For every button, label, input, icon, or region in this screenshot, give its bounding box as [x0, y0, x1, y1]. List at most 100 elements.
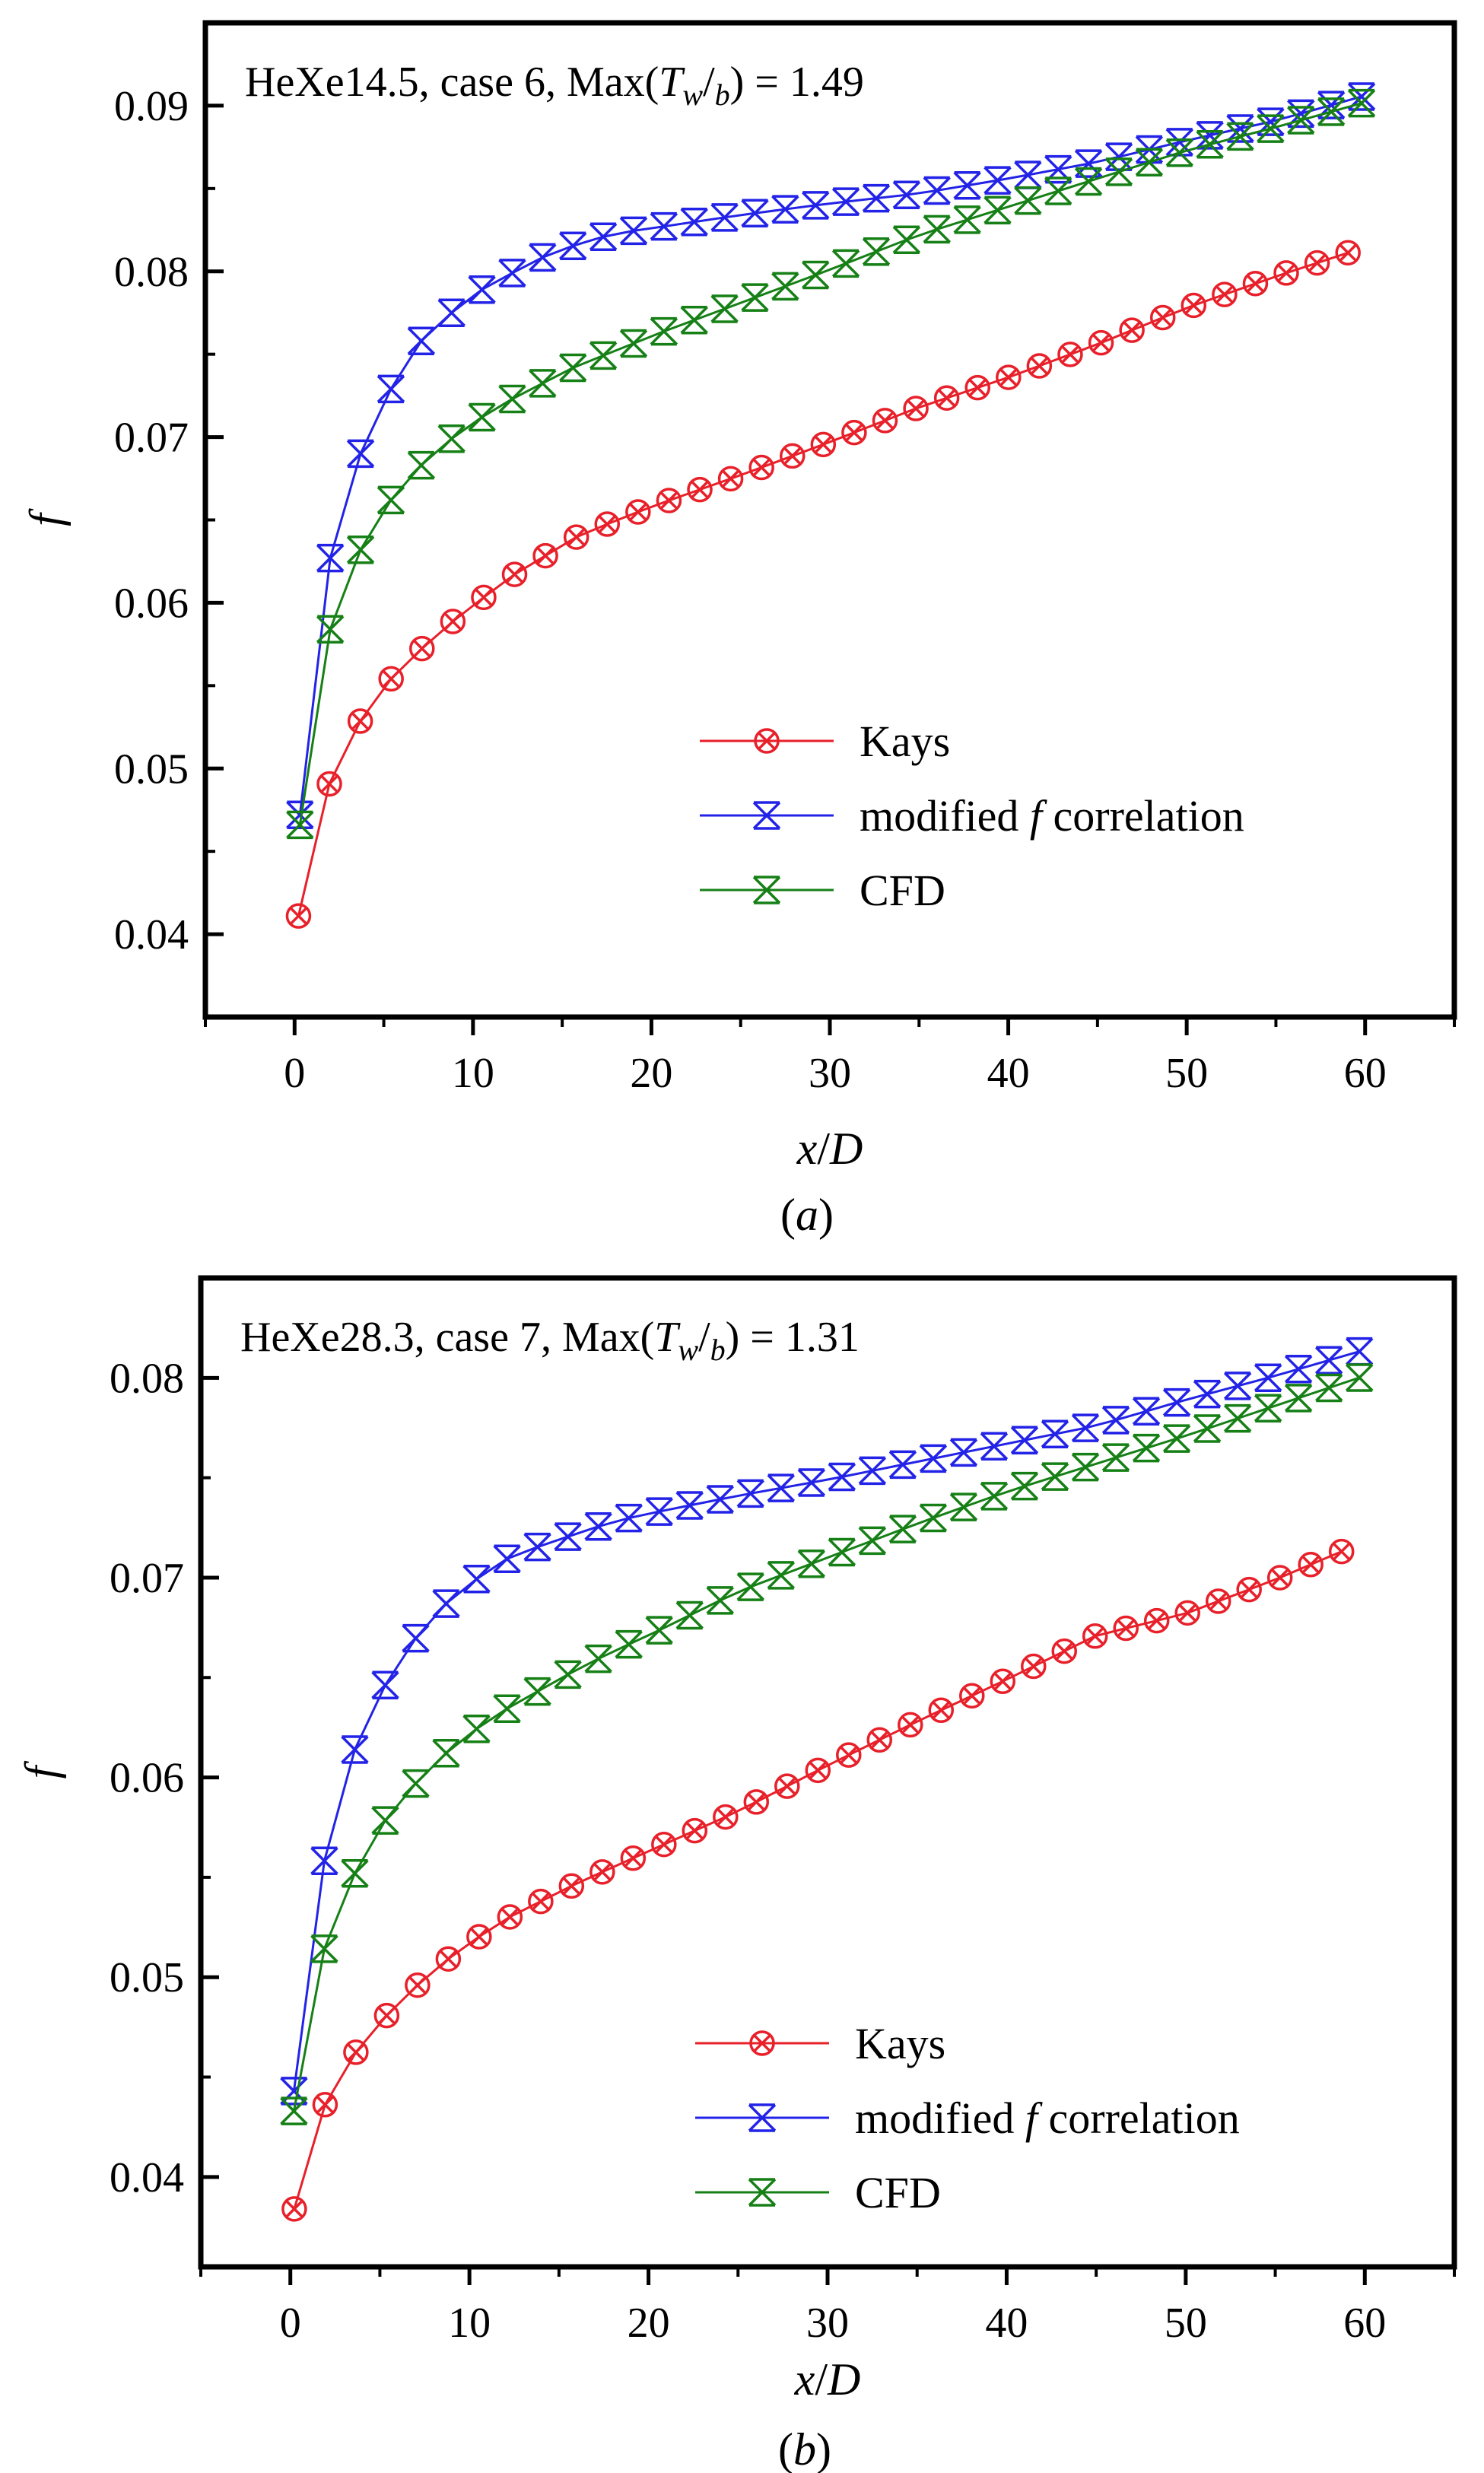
data-point	[805, 1757, 831, 1784]
y-tick-label: 0.07	[114, 415, 189, 462]
data-point	[1010, 1426, 1039, 1454]
data-point	[589, 341, 618, 370]
data-point	[1101, 1406, 1130, 1435]
data-point	[767, 1473, 796, 1502]
data-point	[620, 1845, 647, 1871]
data-point	[1044, 176, 1072, 205]
data-point	[501, 561, 528, 587]
data-point	[1223, 1403, 1252, 1433]
panel-caption-part: )	[818, 1190, 834, 1240]
chart-title-part: HeXe28.3, case 7, Max(	[240, 1314, 654, 1361]
data-point	[866, 1727, 893, 1753]
x-tick-label: 10	[448, 2300, 491, 2347]
x-axis-label-part: /	[817, 1124, 830, 1174]
series-cfd	[280, 1363, 1374, 2125]
y-tick-label: 0.08	[114, 249, 189, 296]
data-point	[651, 1831, 677, 1858]
data-point	[625, 499, 651, 525]
data-point	[706, 1485, 734, 1514]
data-point	[858, 1456, 887, 1486]
data-point	[310, 1846, 338, 1876]
data-point	[980, 1432, 1009, 1461]
data-point	[1165, 128, 1193, 157]
data-point	[996, 364, 1022, 390]
data-point	[280, 2077, 308, 2106]
panel-caption: (b)	[778, 2424, 831, 2473]
data-point	[1101, 1443, 1130, 1472]
data-point	[1132, 1397, 1161, 1426]
data-point	[1057, 342, 1083, 367]
data-point	[341, 1735, 369, 1764]
chart-title: HeXe28.3, case 7, Max(Tw/b) = 1.31	[240, 1314, 860, 1367]
series-line	[298, 102, 1362, 825]
data-point	[749, 2030, 775, 2056]
chart-title-part: w	[682, 78, 703, 112]
data-point	[498, 259, 526, 288]
data-point	[771, 195, 799, 224]
data-point	[1104, 157, 1133, 186]
data-point	[1071, 1452, 1100, 1482]
data-point	[1135, 148, 1164, 177]
x-tick-label: 30	[809, 1050, 851, 1097]
chart-title: HeXe14.5, case 6, Max(Tw/b) = 1.49	[245, 59, 864, 112]
data-point	[619, 216, 648, 246]
data-point	[1212, 281, 1238, 307]
y-tick-label: 0.05	[114, 745, 189, 793]
data-point	[1143, 1607, 1170, 1634]
series-line	[298, 95, 1362, 815]
data-point	[1335, 240, 1361, 266]
data-point	[471, 584, 497, 611]
data-point	[1304, 250, 1330, 276]
data-point	[836, 1742, 862, 1768]
x-axis-label-part: /	[815, 2354, 828, 2405]
data-point	[1254, 1394, 1282, 1422]
data-point	[675, 1600, 704, 1630]
legend-label: CFD	[855, 2168, 941, 2217]
data-point	[1196, 121, 1224, 150]
data-point	[959, 1683, 985, 1709]
data-point	[797, 1468, 826, 1497]
legend-label-part: modified	[855, 2093, 1025, 2143]
data-point	[1314, 1346, 1343, 1375]
data-point	[984, 166, 1012, 195]
data-point	[1287, 106, 1315, 135]
data-point	[774, 1773, 800, 1799]
data-point	[748, 2103, 777, 2132]
data-point	[680, 306, 708, 335]
y-tick-label: 0.09	[114, 83, 189, 130]
x-tick-label: 40	[987, 1050, 1030, 1097]
legend-label-part: modified	[860, 791, 1030, 841]
data-point	[872, 408, 898, 434]
data-point	[498, 384, 526, 414]
data-point	[615, 1503, 643, 1533]
y-tick-label: 0.04	[110, 2154, 184, 2201]
data-point	[1044, 154, 1072, 184]
series-cfd	[286, 88, 1376, 840]
legend-entry: CFD	[695, 2168, 941, 2217]
data-point	[402, 1623, 430, 1653]
data-point	[645, 1497, 673, 1526]
data-point	[468, 402, 496, 432]
data-point	[1014, 161, 1042, 189]
legend-label: CFD	[860, 866, 945, 915]
data-point	[1193, 1414, 1222, 1443]
data-point	[1074, 149, 1103, 178]
data-point	[675, 1491, 704, 1520]
data-point	[682, 1817, 708, 1844]
data-point	[1119, 317, 1145, 343]
x-tick-label: 30	[806, 2300, 849, 2347]
data-point	[923, 176, 951, 205]
data-point	[402, 1769, 430, 1798]
data-point	[409, 635, 435, 662]
x-tick-label: 60	[1344, 1050, 1387, 1097]
data-point	[1104, 142, 1133, 171]
data-point	[1113, 1615, 1139, 1642]
data-point	[841, 419, 867, 446]
data-point	[736, 1572, 765, 1601]
data-point	[589, 222, 618, 251]
x-axis-label: x/D	[794, 2354, 861, 2405]
chart-title-part: w	[678, 1333, 698, 1367]
chart-title-part: b	[710, 1333, 726, 1367]
legend-label: modified f correlation	[855, 2093, 1240, 2143]
data-point	[862, 183, 891, 213]
